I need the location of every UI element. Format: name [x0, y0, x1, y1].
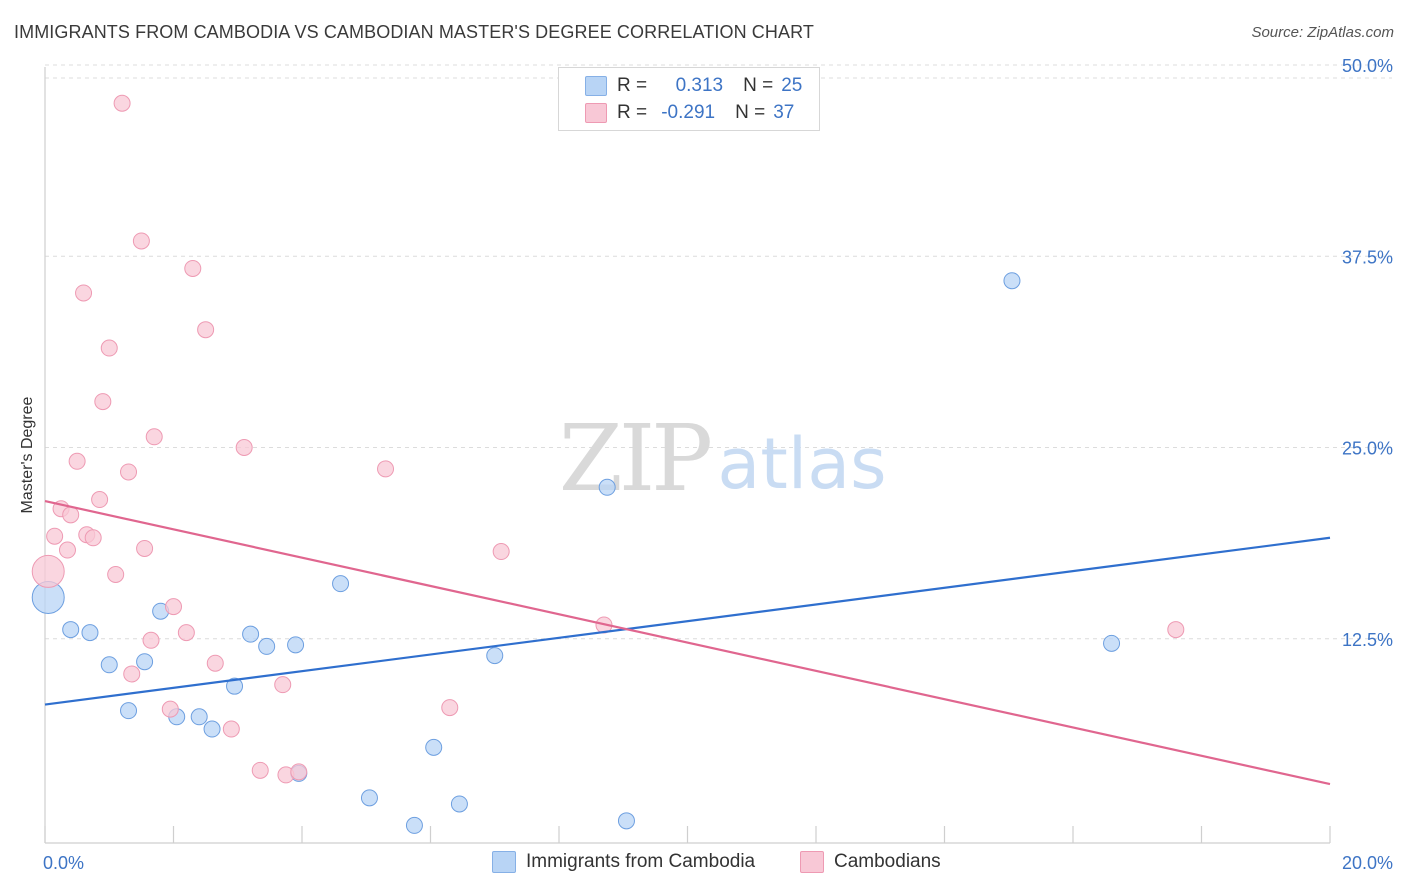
data-point-cambodians — [492, 543, 510, 561]
watermark-zip: ZIP — [559, 405, 710, 512]
bottom-legend-swatch-blue — [492, 851, 516, 873]
legend-n-value: 37 — [773, 102, 795, 123]
data-point-cambodians — [161, 700, 179, 718]
bottom-legend-immigrants: Immigrants from Cambodia — [492, 851, 755, 873]
trend-line-immigrants — [44, 536, 1331, 706]
data-point-cambodians — [177, 624, 195, 642]
data-point-immigrants — [450, 795, 468, 813]
data-point-cambodians — [84, 529, 102, 547]
grid-lines — [45, 64, 1392, 640]
data-point-immigrants — [287, 636, 305, 654]
legend-row-immigrants: R = 0.313 N = 25 — [585, 73, 802, 99]
legend-r-label: R = — [617, 102, 648, 123]
data-point-cambodians — [184, 259, 202, 277]
legend-r-label: R = — [617, 75, 648, 96]
data-point-cambodians — [145, 428, 163, 446]
data-point-immigrants — [190, 708, 208, 726]
y-tick-label: 50.0% — [1342, 56, 1393, 76]
data-point-cambodians — [235, 439, 253, 456]
data-point-cambodians — [91, 491, 109, 509]
data-point-immigrants — [136, 653, 154, 671]
bottom-legend-label: Cambodians — [834, 851, 941, 872]
y-axis-label: Master's Degree — [19, 396, 36, 514]
data-point-cambodians — [62, 506, 80, 524]
data-point-immigrants — [120, 702, 138, 720]
data-point-cambodians — [75, 284, 93, 302]
data-point-cambodians — [136, 539, 154, 557]
legend-n-label: N = — [735, 102, 766, 123]
legend-swatch-blue — [585, 76, 607, 96]
watermark: ZIP atlas — [559, 405, 887, 512]
data-point-cambodians — [197, 321, 215, 339]
x-tick-label: 20.0% — [1342, 853, 1393, 873]
data-point-immigrants — [100, 656, 118, 674]
data-point-cambodians — [274, 676, 292, 694]
data-point-immigrants — [1103, 634, 1121, 652]
watermark-atlas: atlas — [717, 423, 886, 505]
data-point-cambodians — [107, 565, 125, 583]
legend-swatch-pink — [585, 103, 607, 123]
y-tick-label: 25.0% — [1342, 439, 1393, 459]
data-point-cambodians — [165, 598, 182, 616]
data-point-cambodians — [206, 654, 224, 672]
data-point-immigrants — [203, 720, 221, 738]
source-label: Source: ZipAtlas.com — [1251, 24, 1394, 41]
bottom-legend-cambodians: Cambodians — [800, 851, 941, 873]
bottom-legend: Immigrants from Cambodia Cambodians — [0, 851, 1406, 879]
data-point-cambodians — [58, 541, 76, 559]
trend-line-cambodians — [44, 499, 1331, 786]
data-point-immigrants — [360, 789, 378, 807]
data-point-immigrants — [598, 478, 616, 496]
data-point-cambodians — [1167, 621, 1185, 639]
bottom-legend-label: Immigrants from Cambodia — [526, 851, 756, 872]
legend: R = 0.313 N = 25 R = -0.291 N = 37 — [558, 67, 820, 131]
legend-row-cambodians: R = -0.291 N = 37 — [585, 100, 794, 126]
data-point-cambodians — [142, 631, 160, 649]
data-point-cambodians — [222, 720, 240, 738]
data-point-cambodians — [132, 232, 150, 250]
y-tick-label: 37.5% — [1342, 247, 1393, 267]
data-point-immigrants — [486, 647, 504, 665]
data-point-cambodians — [290, 763, 308, 781]
data-point-cambodians — [377, 460, 395, 478]
data-point-immigrants — [258, 637, 276, 655]
data-point-immigrants — [242, 625, 260, 643]
data-point-immigrants — [1003, 272, 1021, 290]
y-tick-label: 12.5% — [1342, 630, 1393, 650]
x-tick-label: 0.0% — [43, 853, 84, 873]
legend-n-label: N = — [743, 75, 774, 96]
data-point-cambodians — [441, 699, 459, 717]
legend-n-value: 25 — [781, 75, 803, 96]
axes — [44, 67, 1331, 844]
bottom-legend-swatch-pink — [800, 851, 824, 873]
data-point-immigrants — [405, 816, 423, 834]
data-point-cambodians — [46, 527, 64, 545]
data-point-immigrants — [226, 677, 244, 695]
data-point-cambodians — [123, 665, 141, 683]
data-point-immigrants — [62, 621, 80, 639]
data-point-cambodians — [113, 94, 131, 112]
data-point-immigrants — [81, 624, 99, 642]
legend-r-value: -0.291 — [661, 102, 716, 123]
data-point-cambodians — [31, 554, 65, 588]
data-point-cambodians — [68, 452, 86, 470]
data-point-cambodians — [100, 339, 118, 357]
data-point-cambodians — [94, 393, 112, 411]
chart-title: IMMIGRANTS FROM CAMBODIA VS CAMBODIAN MA… — [14, 22, 814, 42]
data-point-immigrants — [617, 812, 635, 830]
data-point-immigrants — [425, 738, 443, 756]
legend-r-value: 0.313 — [675, 75, 724, 96]
data-point-cambodians — [251, 761, 269, 779]
data-point-immigrants — [332, 575, 350, 593]
data-point-cambodians — [120, 463, 138, 481]
